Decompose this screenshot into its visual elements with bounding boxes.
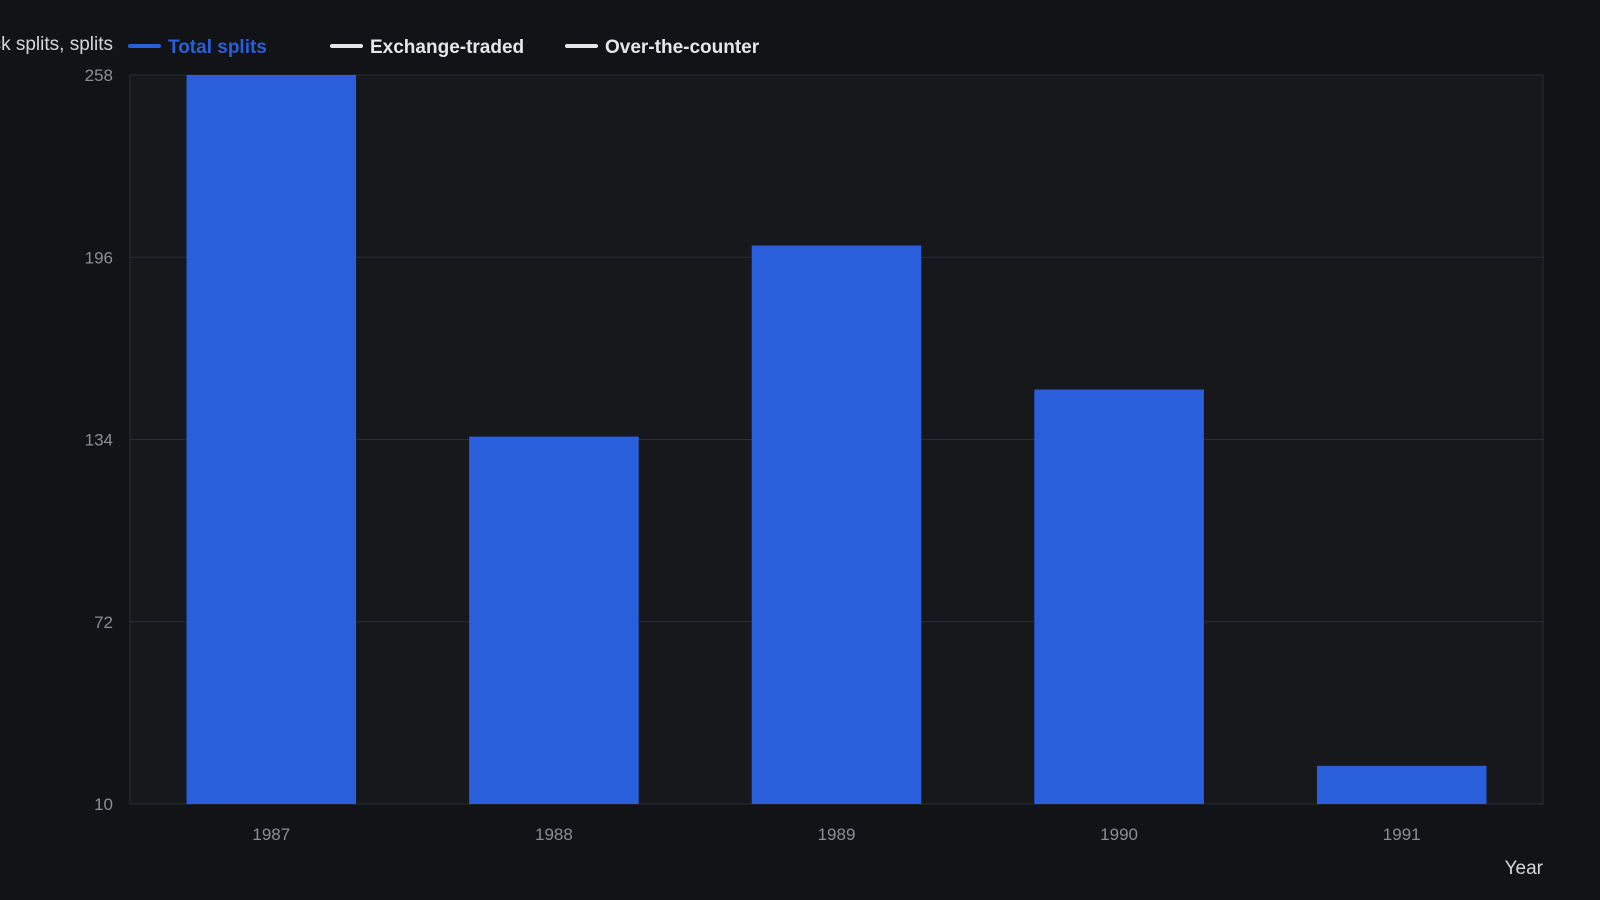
y-tick-label: 10 bbox=[94, 795, 113, 814]
y-tick-label: 72 bbox=[94, 613, 113, 632]
legend-label: Exchange-traded bbox=[370, 37, 524, 58]
bar[interactable] bbox=[469, 436, 639, 804]
bar[interactable] bbox=[751, 245, 922, 804]
legend-label: Over-the-counter bbox=[605, 37, 760, 58]
legend-item[interactable]: Over-the-counter bbox=[565, 37, 760, 58]
y-axis-ticks: 258 196 134 72 10 bbox=[85, 66, 113, 814]
bar[interactable] bbox=[1316, 765, 1487, 804]
y-axis-title: Stock splits, splits bbox=[0, 34, 113, 55]
x-axis-ticks: 1987 1988 1989 1990 1991 bbox=[252, 825, 1420, 844]
x-tick-label: 1990 bbox=[1100, 825, 1138, 844]
y-tick-label: 196 bbox=[85, 248, 113, 267]
legend: Total splits Exchange-traded Over-the-coun… bbox=[128, 37, 760, 58]
x-tick-label: 1989 bbox=[818, 825, 856, 844]
x-tick-label: 1988 bbox=[535, 825, 573, 844]
bar[interactable] bbox=[1034, 389, 1204, 804]
bar[interactable] bbox=[186, 75, 357, 804]
bars bbox=[186, 75, 1487, 804]
y-tick-label: 134 bbox=[85, 431, 113, 450]
x-tick-label: 1991 bbox=[1383, 825, 1421, 844]
x-tick-label: 1987 bbox=[252, 825, 290, 844]
legend-item[interactable]: Exchange-traded bbox=[330, 37, 524, 58]
legend-label: Total splits bbox=[168, 37, 267, 58]
x-axis-title: Year bbox=[1505, 858, 1544, 879]
legend-item[interactable]: Total splits bbox=[128, 37, 267, 58]
y-tick-label: 258 bbox=[85, 66, 113, 85]
